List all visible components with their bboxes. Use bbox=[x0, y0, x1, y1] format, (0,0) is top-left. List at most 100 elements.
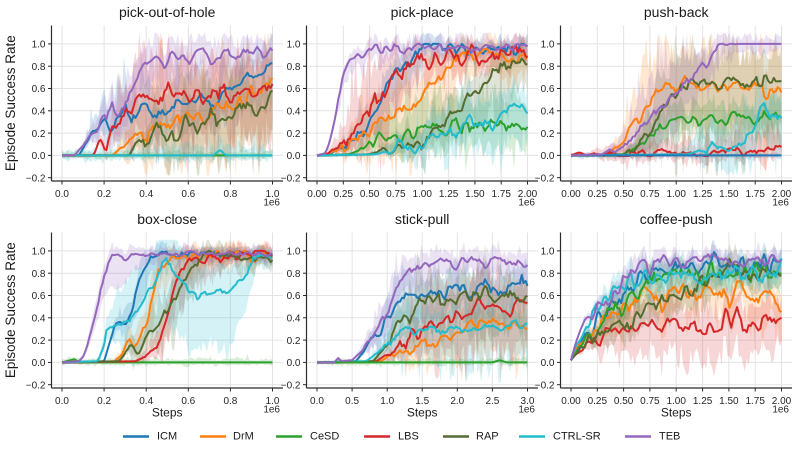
svg-text:1e6: 1e6 bbox=[263, 198, 280, 209]
svg-text:1e6: 1e6 bbox=[263, 405, 280, 416]
svg-text:1.75: 1.75 bbox=[745, 396, 765, 407]
svg-text:0.2: 0.2 bbox=[541, 129, 555, 140]
svg-text:box-close: box-close bbox=[137, 211, 197, 227]
svg-text:1.25: 1.25 bbox=[439, 189, 459, 200]
svg-text:Steps: Steps bbox=[407, 406, 438, 420]
svg-text:0.6: 0.6 bbox=[541, 291, 555, 302]
svg-text:TEB: TEB bbox=[659, 430, 680, 442]
svg-text:2.0: 2.0 bbox=[450, 396, 464, 407]
svg-text:1.25: 1.25 bbox=[693, 189, 713, 200]
svg-text:0.8: 0.8 bbox=[541, 269, 555, 280]
svg-text:0.8: 0.8 bbox=[287, 62, 301, 73]
svg-text:0.8: 0.8 bbox=[223, 396, 237, 407]
svg-text:pick-out-of-hole: pick-out-of-hole bbox=[119, 4, 216, 20]
svg-text:0.0: 0.0 bbox=[310, 396, 324, 407]
svg-text:0.00: 0.00 bbox=[561, 396, 581, 407]
svg-text:1.50: 1.50 bbox=[719, 189, 739, 200]
svg-text:CeSD: CeSD bbox=[310, 430, 339, 442]
svg-text:0.50: 0.50 bbox=[614, 396, 634, 407]
svg-text:Episode Success Rate: Episode Success Rate bbox=[3, 242, 18, 378]
svg-text:0.50: 0.50 bbox=[360, 189, 380, 200]
svg-text:1.0: 1.0 bbox=[287, 40, 301, 51]
svg-text:0.4: 0.4 bbox=[541, 107, 555, 118]
svg-text:0.25: 0.25 bbox=[588, 396, 608, 407]
svg-text:2.00: 2.00 bbox=[772, 189, 792, 200]
svg-text:1.00: 1.00 bbox=[666, 189, 686, 200]
svg-text:−0.2: −0.2 bbox=[535, 173, 555, 184]
svg-text:LBS: LBS bbox=[398, 430, 419, 442]
svg-text:0.0: 0.0 bbox=[287, 151, 301, 162]
svg-text:0.75: 0.75 bbox=[640, 396, 660, 407]
svg-text:0.0: 0.0 bbox=[55, 396, 69, 407]
svg-text:−0.2: −0.2 bbox=[281, 173, 301, 184]
svg-text:1.75: 1.75 bbox=[491, 189, 511, 200]
svg-text:0.6: 0.6 bbox=[181, 396, 195, 407]
svg-text:0.6: 0.6 bbox=[287, 291, 301, 302]
svg-text:−0.2: −0.2 bbox=[281, 380, 301, 391]
svg-text:0.2: 0.2 bbox=[32, 336, 46, 347]
svg-text:0.0: 0.0 bbox=[541, 358, 555, 369]
svg-text:0.8: 0.8 bbox=[32, 269, 46, 280]
svg-text:0.75: 0.75 bbox=[386, 189, 406, 200]
svg-text:2.5: 2.5 bbox=[485, 396, 499, 407]
svg-text:−0.2: −0.2 bbox=[26, 380, 46, 391]
svg-text:1.0: 1.0 bbox=[266, 189, 280, 200]
svg-text:1.0: 1.0 bbox=[266, 396, 280, 407]
svg-text:0.8: 0.8 bbox=[541, 62, 555, 73]
svg-text:0.4: 0.4 bbox=[287, 314, 301, 325]
svg-text:1.0: 1.0 bbox=[32, 40, 46, 51]
svg-text:1.00: 1.00 bbox=[412, 189, 432, 200]
svg-text:0.4: 0.4 bbox=[541, 314, 555, 325]
svg-text:1.50: 1.50 bbox=[465, 189, 485, 200]
svg-text:0.6: 0.6 bbox=[181, 189, 195, 200]
svg-text:1.50: 1.50 bbox=[719, 396, 739, 407]
svg-text:0.0: 0.0 bbox=[55, 189, 69, 200]
svg-text:0.2: 0.2 bbox=[97, 396, 111, 407]
svg-text:coffee-push: coffee-push bbox=[640, 211, 713, 227]
svg-text:1.0: 1.0 bbox=[32, 247, 46, 258]
svg-text:ICM: ICM bbox=[157, 430, 177, 442]
svg-text:0.2: 0.2 bbox=[32, 129, 46, 140]
svg-text:0.4: 0.4 bbox=[32, 314, 46, 325]
svg-text:1e6: 1e6 bbox=[518, 405, 535, 416]
svg-text:0.2: 0.2 bbox=[97, 189, 111, 200]
svg-text:0.4: 0.4 bbox=[32, 107, 46, 118]
svg-text:−0.2: −0.2 bbox=[26, 173, 46, 184]
svg-text:0.8: 0.8 bbox=[32, 62, 46, 73]
svg-text:0.0: 0.0 bbox=[287, 358, 301, 369]
svg-text:0.25: 0.25 bbox=[588, 189, 608, 200]
svg-text:0.0: 0.0 bbox=[541, 151, 555, 162]
svg-text:1.0: 1.0 bbox=[287, 247, 301, 258]
svg-text:1e6: 1e6 bbox=[772, 198, 789, 209]
svg-text:3.0: 3.0 bbox=[521, 396, 535, 407]
svg-text:push-back: push-back bbox=[644, 4, 710, 20]
svg-text:0.0: 0.0 bbox=[32, 358, 46, 369]
svg-text:1e6: 1e6 bbox=[518, 198, 535, 209]
svg-text:1.25: 1.25 bbox=[693, 396, 713, 407]
svg-text:pick-place: pick-place bbox=[391, 4, 454, 20]
svg-text:0.0: 0.0 bbox=[32, 151, 46, 162]
svg-text:DrM: DrM bbox=[233, 430, 254, 442]
svg-text:2.00: 2.00 bbox=[518, 189, 538, 200]
svg-text:0.8: 0.8 bbox=[223, 189, 237, 200]
svg-text:0.75: 0.75 bbox=[640, 189, 660, 200]
svg-text:0.8: 0.8 bbox=[287, 269, 301, 280]
svg-text:0.50: 0.50 bbox=[614, 189, 634, 200]
svg-text:Episode Success Rate: Episode Success Rate bbox=[3, 35, 18, 171]
svg-text:CTRL-SR: CTRL-SR bbox=[553, 430, 601, 442]
svg-text:0.2: 0.2 bbox=[287, 129, 301, 140]
svg-text:stick-pull: stick-pull bbox=[395, 211, 449, 227]
svg-text:RAP: RAP bbox=[476, 430, 499, 442]
svg-text:0.00: 0.00 bbox=[561, 189, 581, 200]
svg-text:0.25: 0.25 bbox=[334, 189, 354, 200]
svg-text:1e6: 1e6 bbox=[772, 405, 789, 416]
svg-text:1.0: 1.0 bbox=[541, 40, 555, 51]
svg-text:1.0: 1.0 bbox=[541, 247, 555, 258]
svg-text:0.4: 0.4 bbox=[287, 107, 301, 118]
svg-text:1.5: 1.5 bbox=[415, 396, 429, 407]
svg-text:1.0: 1.0 bbox=[380, 396, 394, 407]
svg-text:1.00: 1.00 bbox=[666, 396, 686, 407]
svg-text:−0.2: −0.2 bbox=[535, 380, 555, 391]
svg-text:0.6: 0.6 bbox=[32, 84, 46, 95]
svg-text:0.5: 0.5 bbox=[345, 396, 359, 407]
